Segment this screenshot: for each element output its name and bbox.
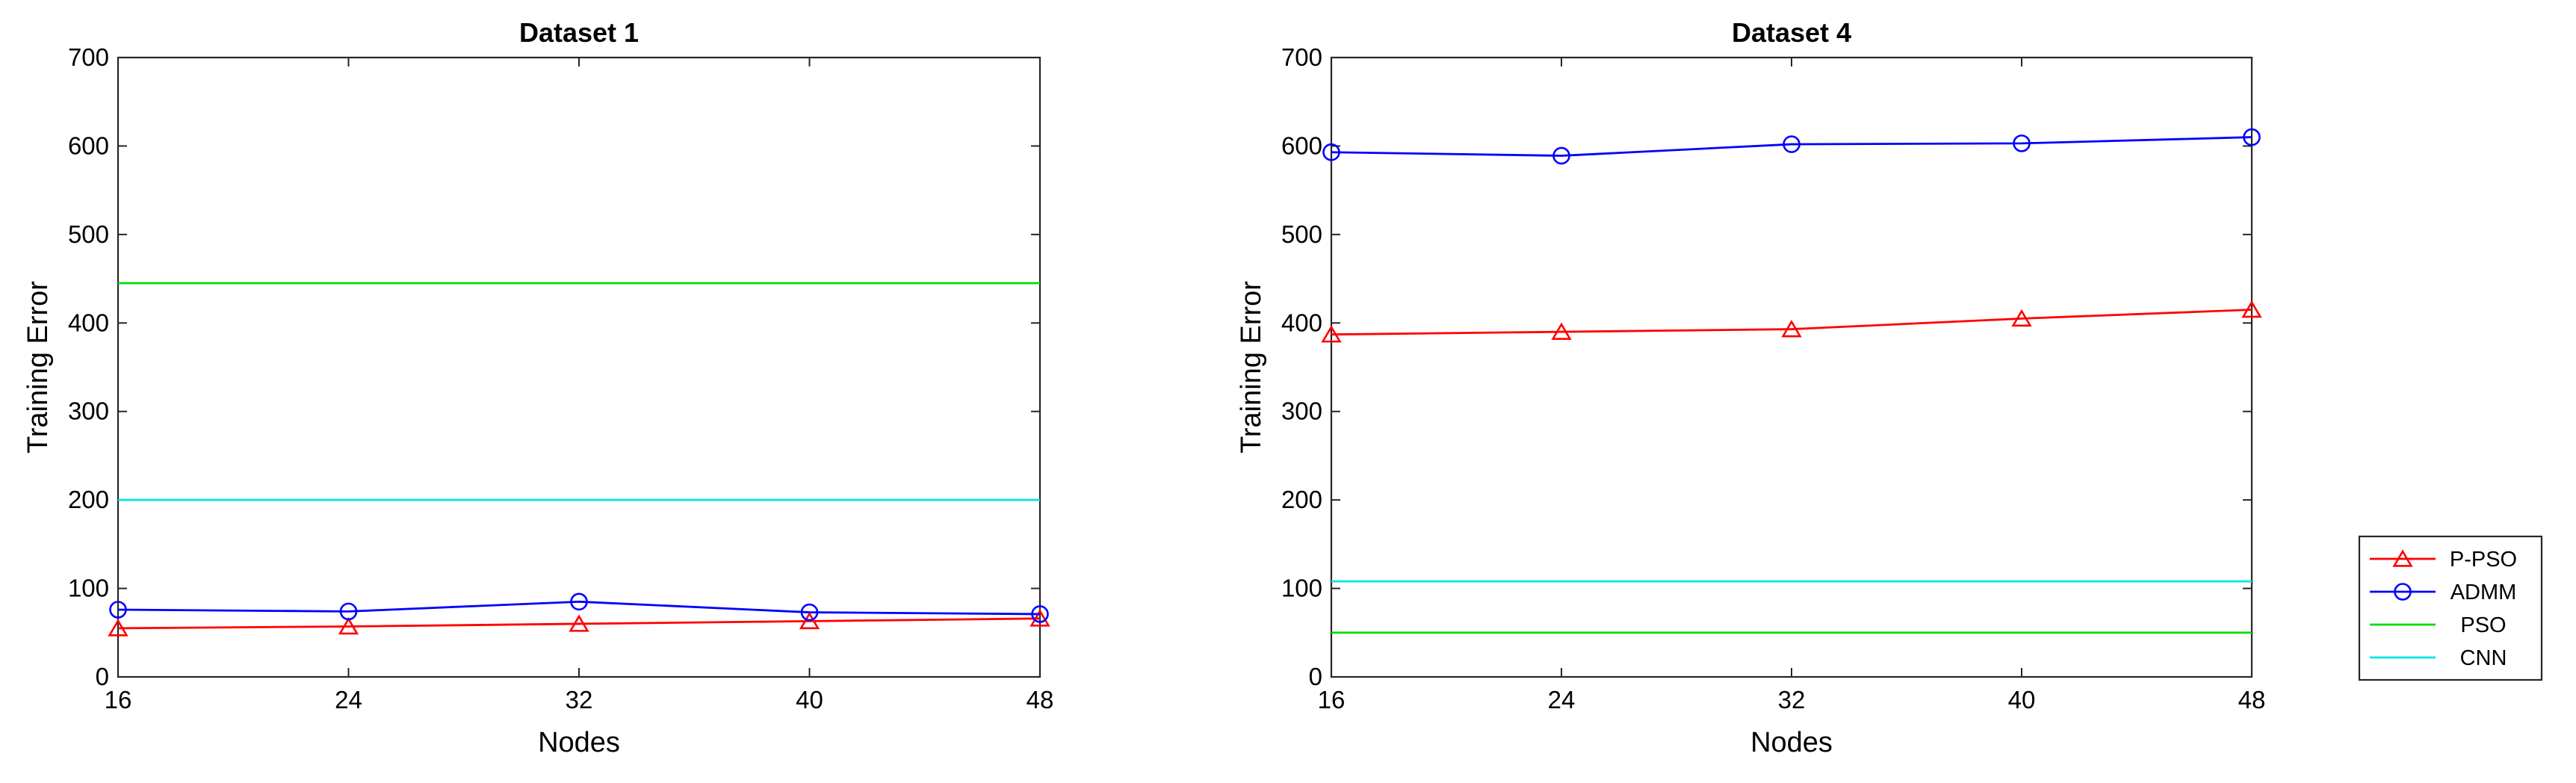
series-p-pso <box>1321 300 2262 343</box>
y-tick-label: 300 <box>1281 397 1322 425</box>
data-point <box>1321 325 1342 343</box>
legend-label: CNN <box>2460 646 2507 670</box>
data-point <box>799 611 820 630</box>
chart-title: Dataset 4 <box>1732 17 1851 48</box>
data-point <box>2243 128 2261 146</box>
data-point <box>2013 134 2031 152</box>
y-tick-label: 0 <box>1309 663 1322 690</box>
data-point <box>1552 146 1570 165</box>
chart-title: Dataset 1 <box>519 17 639 48</box>
data-point <box>1551 322 1572 340</box>
x-tick-label: 48 <box>2238 686 2266 714</box>
series-line <box>117 600 1041 616</box>
legend-entry-admm: ADMM <box>2370 581 2516 604</box>
x-axis-label: Nodes <box>1750 727 1833 758</box>
y-axis-label: Training Error <box>22 281 54 454</box>
data-point <box>570 592 588 611</box>
legend-entry-cnn: CNN <box>2370 646 2507 670</box>
data-point <box>1030 609 1050 627</box>
y-tick-label: 600 <box>1281 131 1322 159</box>
data-point <box>569 614 589 632</box>
y-tick-label: 0 <box>96 663 109 690</box>
legend-entry-pso: PSO <box>2370 613 2507 637</box>
data-point <box>338 616 359 635</box>
data-point <box>1322 143 1340 161</box>
plot-area <box>1330 56 2253 678</box>
data-point <box>108 619 129 637</box>
x-tick-label: 32 <box>566 686 593 714</box>
series-line <box>117 617 1041 630</box>
y-tick-label: 500 <box>1281 220 1322 248</box>
x-tick-label: 48 <box>1027 686 1054 714</box>
chart-dataset-1: 0 100 200 300 400 500 600 700 16 24 32 40 48 Dataset … <box>22 17 1053 758</box>
legend-label: PSO <box>2460 613 2506 637</box>
data-point <box>2241 300 2262 318</box>
legend-marker <box>2394 583 2412 601</box>
y-tick-label: 200 <box>68 486 109 513</box>
series-p-pso <box>108 609 1050 637</box>
y-tick-label: 200 <box>1281 486 1322 513</box>
y-tick-label: 700 <box>68 43 109 71</box>
y-tick-label: 600 <box>68 131 109 159</box>
x-axis-label: Nodes <box>538 727 620 758</box>
data-point <box>339 602 358 621</box>
x-tick-label: 40 <box>2008 686 2036 714</box>
y-tick-label: 400 <box>1281 309 1322 336</box>
x-tick-label: 32 <box>1778 686 1806 714</box>
series-admm <box>109 592 1049 623</box>
series-admm <box>1322 128 2261 165</box>
data-point <box>1783 135 1801 153</box>
y-tick-label: 700 <box>1281 43 1322 71</box>
plot-area <box>117 56 1041 678</box>
x-tick-label: 16 <box>105 686 132 714</box>
x-tick-label: 24 <box>335 686 362 714</box>
series-line <box>1331 136 2253 157</box>
y-tick-label: 300 <box>68 397 109 425</box>
y-tick-label: 100 <box>1281 575 1322 602</box>
data-point <box>1781 320 1802 338</box>
legend-label: P-PSO <box>2450 548 2517 572</box>
x-tick-label: 16 <box>1318 686 1346 714</box>
x-tick-label: 40 <box>796 686 823 714</box>
y-axis-label: Training Error <box>1236 281 1267 454</box>
y-tick-label: 100 <box>68 575 109 602</box>
y-tick-label: 500 <box>68 220 109 248</box>
data-point <box>2011 309 2032 327</box>
legend-box <box>2358 535 2543 681</box>
legend-entry-p-pso: P-PSO <box>2370 548 2517 572</box>
data-point <box>1031 605 1049 623</box>
chart-dataset-4: 0 100 200 300 400 500 600 700 16 24 32 40 48 Dataset … <box>1236 17 2265 758</box>
legend: P-PSO ADMM PSO CNN <box>2358 535 2543 681</box>
series-line <box>1331 309 2253 336</box>
legend-marker <box>2392 549 2413 567</box>
legend-label: ADMM <box>2450 581 2517 604</box>
data-point <box>109 601 127 619</box>
y-tick-label: 400 <box>68 309 109 336</box>
data-point <box>800 603 819 622</box>
x-tick-label: 24 <box>1548 686 1576 714</box>
